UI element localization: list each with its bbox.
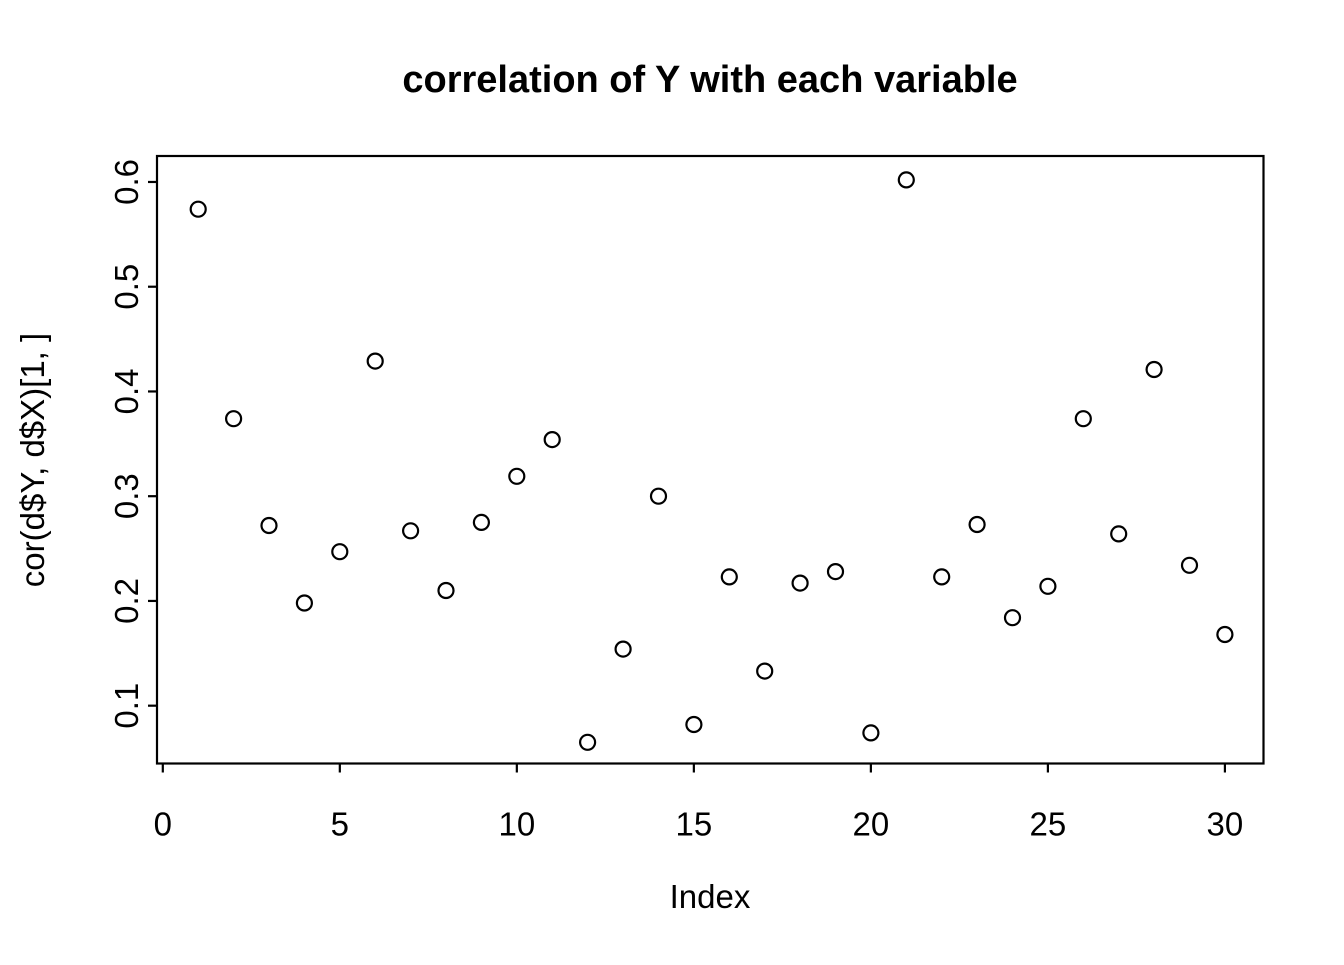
data-point [331, 543, 349, 561]
data-point [933, 568, 951, 586]
y-tick-label: 0.5 [108, 264, 145, 310]
plot-box [155, 154, 1265, 765]
data-point [720, 568, 738, 586]
data-point [862, 724, 880, 742]
data-point [1145, 360, 1163, 379]
data-point [1180, 556, 1199, 574]
data-point [826, 562, 845, 581]
data-point [756, 662, 774, 680]
x-tick-label: 30 [1207, 806, 1244, 843]
data-point [649, 487, 668, 505]
y-tick-label: 0.2 [108, 578, 145, 624]
y-tick-label: 0.6 [108, 159, 145, 205]
x-axis-label: Index [670, 878, 751, 915]
data-point [614, 640, 632, 658]
x-tick-label: 25 [1030, 806, 1067, 843]
data-point [260, 516, 278, 535]
data-point [366, 352, 384, 370]
y-tick-label: 0.3 [108, 473, 145, 519]
data-point [791, 574, 809, 592]
data-point [472, 513, 490, 532]
y-axis-label: cor(d$Y, d$X)[1, ] [14, 333, 51, 587]
data-point [437, 581, 455, 600]
data-point [189, 200, 207, 218]
x-tick-label: 5 [331, 806, 349, 843]
data-point [295, 594, 313, 612]
chart-title: correlation of Y with each variable [402, 59, 1017, 101]
x-tick-label: 15 [675, 806, 712, 843]
x-tick-label: 20 [853, 806, 890, 843]
data-point [225, 410, 243, 428]
data-point [578, 733, 597, 751]
data-point [1216, 625, 1234, 644]
data-point [968, 515, 986, 534]
data-point [1039, 577, 1057, 595]
data-point [1074, 410, 1092, 428]
data-point [543, 431, 561, 449]
x-tick-label: 10 [498, 806, 535, 843]
y-tick-label: 0.1 [108, 683, 145, 729]
data-point [508, 467, 526, 485]
data-point [402, 522, 420, 540]
data-point [1003, 609, 1022, 627]
data-point [685, 715, 703, 734]
data-point [1110, 525, 1128, 543]
data-point [897, 171, 915, 189]
x-tick-label: 0 [154, 806, 172, 843]
y-tick-label: 0.4 [108, 369, 145, 415]
